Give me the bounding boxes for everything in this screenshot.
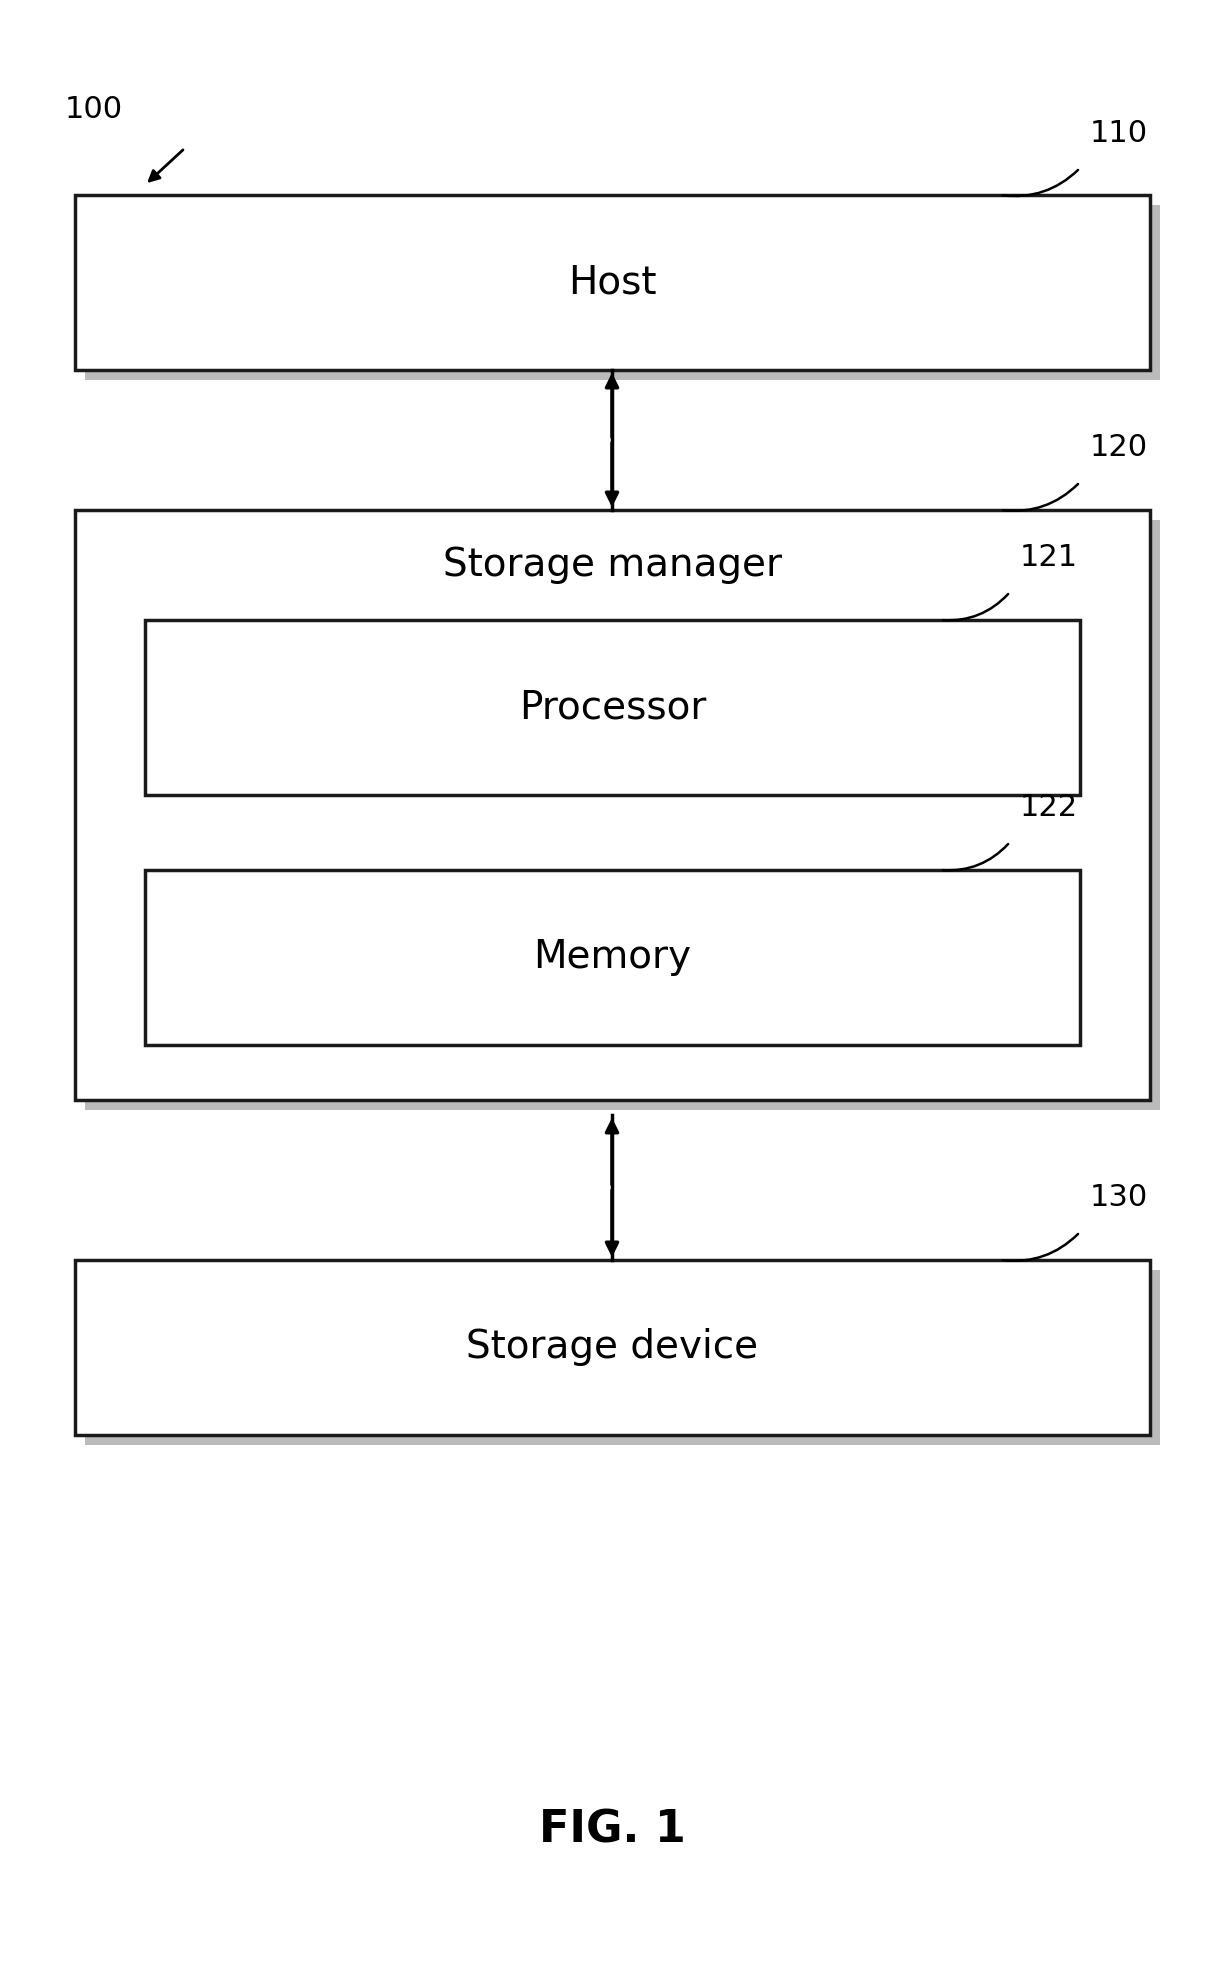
Bar	[85, 520, 1160, 1110]
Bar	[156, 880, 1090, 1054]
Text: 120: 120	[1090, 433, 1148, 463]
Text: FIG. 1: FIG. 1	[539, 1808, 686, 1851]
Text: Storage device: Storage device	[467, 1329, 758, 1367]
Bar	[75, 196, 1150, 370]
Text: Processor: Processor	[519, 688, 706, 726]
Text: 100: 100	[65, 95, 124, 125]
Bar	[85, 206, 1160, 380]
Text: Memory: Memory	[534, 938, 691, 977]
Bar	[75, 510, 1150, 1100]
Bar	[156, 631, 1090, 805]
Text: 122: 122	[1020, 793, 1078, 823]
Text: 130: 130	[1090, 1183, 1148, 1213]
Text: 110: 110	[1090, 119, 1148, 148]
Bar	[145, 870, 1080, 1044]
Text: Host: Host	[568, 263, 657, 301]
Bar	[85, 1270, 1160, 1446]
Bar	[145, 619, 1080, 795]
Text: Storage manager: Storage manager	[443, 546, 782, 584]
Bar	[75, 1260, 1150, 1434]
Text: 121: 121	[1020, 544, 1078, 572]
